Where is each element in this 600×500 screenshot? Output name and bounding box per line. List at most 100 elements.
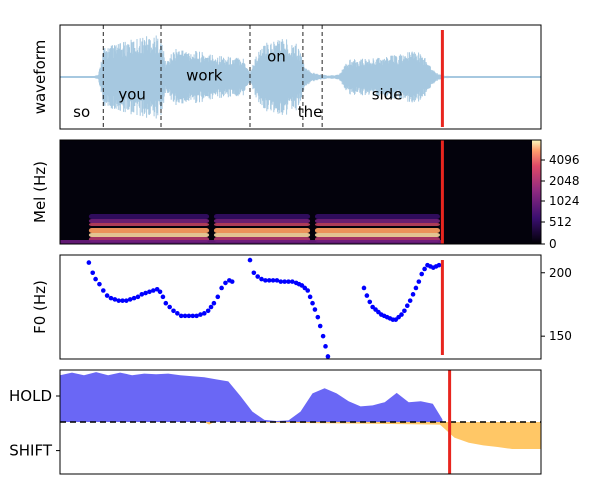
f0-point bbox=[255, 274, 260, 279]
word-label: you bbox=[118, 85, 146, 103]
f0-point bbox=[419, 271, 425, 277]
waveform-panel: so you work on the side waveform bbox=[31, 24, 542, 130]
f0-point bbox=[116, 298, 121, 303]
f0-point bbox=[171, 308, 176, 314]
f0-point bbox=[93, 276, 98, 282]
f0-point bbox=[215, 294, 221, 300]
f0-point bbox=[402, 308, 407, 314]
mel-ytick-label: 512 bbox=[549, 215, 572, 229]
f0-point bbox=[361, 285, 367, 291]
f0-point bbox=[112, 297, 118, 302]
f0-point bbox=[436, 262, 442, 268]
mel-ytick-label: 1024 bbox=[549, 194, 580, 208]
f0-point bbox=[290, 279, 295, 284]
f0-point bbox=[147, 289, 152, 295]
f0-point bbox=[190, 313, 196, 319]
f0-point bbox=[100, 288, 106, 293]
f0-point bbox=[251, 270, 257, 276]
f0-frame bbox=[59, 254, 542, 360]
f0-point bbox=[97, 281, 102, 287]
f0-point bbox=[323, 344, 328, 349]
f0-point bbox=[274, 278, 280, 283]
mel-ytick-label: 2048 bbox=[549, 174, 580, 188]
f0-point bbox=[86, 260, 92, 265]
mel-low-band bbox=[60, 240, 443, 244]
f0-point bbox=[307, 294, 313, 300]
f0-point bbox=[416, 279, 422, 284]
f0-point bbox=[278, 279, 284, 284]
f0-point bbox=[160, 294, 166, 300]
f0-point bbox=[320, 333, 326, 339]
f0-point bbox=[143, 290, 148, 296]
f0-point bbox=[198, 312, 203, 317]
word-label: work bbox=[186, 67, 223, 85]
f0-point bbox=[124, 298, 129, 303]
mel-energy-band bbox=[88, 214, 210, 219]
f0-point bbox=[367, 299, 373, 305]
f0-point bbox=[186, 313, 192, 319]
f0-point bbox=[266, 278, 272, 283]
mel-energy-band bbox=[213, 219, 311, 223]
f0-point bbox=[325, 354, 331, 359]
f0-ytick-label: 150 bbox=[549, 329, 572, 343]
mel-background bbox=[60, 140, 541, 244]
word-label: the bbox=[298, 103, 323, 121]
mel-energy-band bbox=[314, 228, 440, 233]
f0-point bbox=[263, 278, 268, 283]
word-label: on bbox=[267, 48, 286, 66]
f0-point bbox=[312, 307, 318, 312]
f0-point bbox=[223, 280, 228, 286]
f0-panel: 150 200 F0 (Hz) bbox=[31, 254, 572, 360]
mel-energy-band bbox=[314, 233, 440, 237]
f0-point bbox=[270, 278, 276, 283]
f0-point bbox=[410, 292, 416, 297]
mel-energy-band bbox=[88, 233, 210, 237]
f0-point bbox=[364, 293, 370, 298]
f0-point bbox=[163, 300, 169, 306]
f0-ytick-label: 200 bbox=[549, 266, 572, 280]
hold-area bbox=[60, 372, 443, 422]
word-label: so bbox=[73, 103, 90, 121]
mel-ytick-label: 0 bbox=[549, 237, 557, 251]
f0-plot-area bbox=[60, 255, 541, 359]
f0-point bbox=[315, 314, 321, 320]
mel-energy-band bbox=[213, 233, 311, 237]
f0-point bbox=[317, 323, 323, 329]
f0-point bbox=[229, 279, 235, 284]
mel-energy-band bbox=[213, 214, 311, 219]
mel-energy-band bbox=[314, 214, 440, 219]
mel-energy-band bbox=[314, 223, 440, 226]
f0-point bbox=[167, 304, 172, 310]
f0-point bbox=[182, 313, 188, 319]
f0-point bbox=[413, 285, 419, 291]
mel-ylabel: Mel (Hz) bbox=[31, 161, 49, 223]
f0-point bbox=[120, 298, 125, 303]
f0-point bbox=[219, 285, 224, 291]
turn-frame bbox=[59, 369, 542, 475]
turn-panel: HOLD SHIFT bbox=[9, 369, 542, 475]
f0-point bbox=[108, 295, 114, 301]
f0-point bbox=[282, 279, 287, 284]
f0-point bbox=[404, 303, 410, 309]
waveform-frame bbox=[59, 24, 542, 130]
f0-point bbox=[157, 289, 163, 295]
mel-frame bbox=[59, 139, 542, 245]
f0-point bbox=[175, 311, 180, 316]
f0-point bbox=[90, 270, 96, 276]
f0-point bbox=[407, 298, 413, 303]
f0-point bbox=[127, 297, 133, 302]
f0-point bbox=[247, 257, 253, 263]
turn-ytick-label: SHIFT bbox=[9, 442, 53, 460]
f0-point bbox=[205, 308, 211, 314]
f0-point bbox=[399, 312, 404, 317]
mel-energy-band bbox=[88, 228, 210, 233]
mel-colorbar-strip bbox=[532, 140, 541, 244]
f0-point bbox=[259, 276, 264, 282]
f0-point bbox=[194, 313, 199, 319]
f0-point bbox=[139, 292, 145, 297]
mel-energy-band bbox=[88, 219, 210, 223]
word-label: side bbox=[372, 85, 403, 103]
shift-area bbox=[204, 422, 541, 449]
mel-energy-band bbox=[88, 223, 210, 226]
